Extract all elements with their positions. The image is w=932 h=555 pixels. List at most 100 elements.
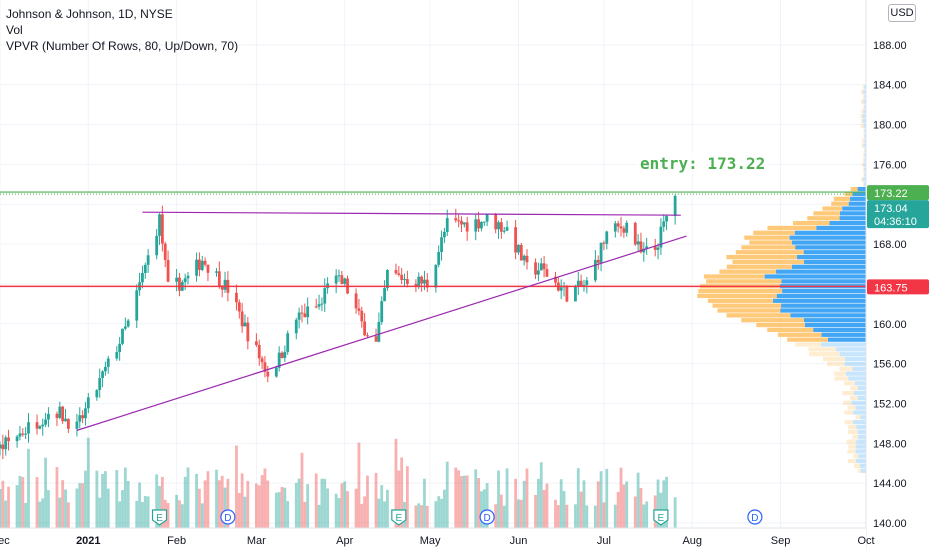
- volume-bar: [126, 480, 130, 528]
- price-tick-label: 140.00: [873, 518, 907, 530]
- volume-bar: [639, 487, 643, 528]
- volume-bar: [0, 489, 2, 528]
- vp-row-up: [856, 439, 866, 444]
- candle: [474, 219, 478, 232]
- candle: [123, 326, 127, 329]
- vp-row-up: [848, 376, 866, 381]
- volume-bar: [363, 496, 367, 528]
- vpvr-indicator-label[interactable]: VPVR (Number Of Rows, 80, Up/Down, 70): [6, 39, 239, 53]
- volume-bar: [334, 493, 338, 528]
- vp-row-up: [860, 468, 866, 473]
- candle: [143, 264, 147, 273]
- candle: [35, 422, 39, 429]
- currency-badge[interactable]: USD: [888, 4, 916, 22]
- dividend-marker[interactable]: D: [220, 509, 236, 525]
- candle: [642, 248, 646, 253]
- time-tick-label: Sep: [771, 535, 791, 547]
- drawings[interactable]: [0, 191, 866, 431]
- volume-bar: [237, 493, 241, 528]
- vp-row-down: [863, 128, 865, 133]
- earnings-marker[interactable]: E: [391, 509, 407, 526]
- candle: [602, 242, 606, 244]
- vp-row-up: [827, 337, 866, 342]
- vp-row-down: [834, 376, 849, 381]
- candle: [195, 259, 198, 276]
- time-axis[interactable]: Dec 2021 Feb Mar Apr May Jun Jul Aug Sep Oct: [0, 527, 875, 550]
- vp-row-up: [857, 429, 866, 435]
- candle: [235, 292, 238, 303]
- candle: [220, 286, 224, 290]
- candle: [254, 341, 258, 345]
- candle: [534, 262, 537, 275]
- earnings-marker[interactable]: E: [653, 509, 669, 526]
- candle: [539, 263, 543, 271]
- time-tick-label: 2021: [76, 535, 100, 547]
- volume-bar: [397, 470, 401, 528]
- candle: [343, 278, 347, 284]
- candle: [366, 335, 369, 337]
- vp-row-up: [836, 347, 866, 352]
- vp-row-up: [864, 133, 866, 138]
- candle: [397, 273, 401, 275]
- vp-row-down: [834, 371, 847, 376]
- dividend-marker[interactable]: D: [747, 509, 763, 525]
- candle: [517, 244, 520, 253]
- volume-bar: [257, 485, 261, 528]
- volume-bar: [294, 482, 298, 528]
- volume-bar: [343, 481, 347, 528]
- vp-row-up: [856, 424, 866, 430]
- volume-bar: [405, 466, 409, 528]
- candle: [659, 226, 663, 248]
- vp-row-down: [860, 114, 863, 119]
- volume-bar: [613, 504, 617, 528]
- candle: [639, 241, 643, 253]
- price-axis[interactable]: 188.00184.00180.00176.00172.00168.00164.…: [865, 0, 932, 550]
- trendline[interactable]: [76, 235, 687, 431]
- dividend-marker[interactable]: D: [479, 509, 495, 525]
- volume-indicator-label[interactable]: Vol: [6, 23, 23, 37]
- vp-row-down: [726, 254, 798, 260]
- trendline[interactable]: [142, 211, 681, 216]
- candle: [206, 264, 210, 273]
- price-tick-label: 152.00: [873, 398, 907, 410]
- volume-bar: [223, 487, 227, 528]
- candle: [200, 260, 204, 270]
- vp-row-up: [844, 361, 866, 367]
- volume-bar: [420, 505, 424, 528]
- time-tick-label: Jun: [510, 535, 528, 547]
- candle: [198, 259, 201, 270]
- vp-row-down: [844, 410, 854, 415]
- price-axis-bg: [866, 0, 932, 550]
- entry-annotation[interactable]: entry: 173.22: [636, 153, 770, 174]
- candle: [175, 277, 179, 282]
- vp-row-up: [855, 444, 866, 449]
- candle: [215, 271, 218, 273]
- vp-row-up: [864, 84, 866, 90]
- vp-row-up: [864, 157, 866, 163]
- volume-bar: [195, 473, 198, 528]
- dividend-icon: [220, 509, 236, 525]
- vp-row-down: [697, 293, 777, 299]
- candle: [363, 321, 367, 336]
- candle: [477, 219, 480, 229]
- volume-bar: [460, 476, 463, 528]
- symbol-title[interactable]: Johnson & Johnson, 1D, NYSE: [6, 7, 173, 21]
- vp-row-up: [839, 352, 866, 357]
- candle: [78, 415, 82, 422]
- candle: [542, 263, 546, 270]
- vp-row-up: [790, 313, 866, 318]
- candle: [55, 413, 59, 418]
- candle: [18, 433, 22, 437]
- vp-row-up: [864, 104, 866, 109]
- vp-row-up: [791, 240, 866, 245]
- candle: [545, 269, 549, 277]
- vp-row-down: [732, 259, 804, 265]
- volume-bar: [462, 475, 466, 528]
- volume-bar: [625, 481, 629, 528]
- earnings-marker[interactable]: E: [151, 509, 168, 526]
- vp-row-up: [839, 216, 866, 221]
- volume-bar: [346, 491, 349, 528]
